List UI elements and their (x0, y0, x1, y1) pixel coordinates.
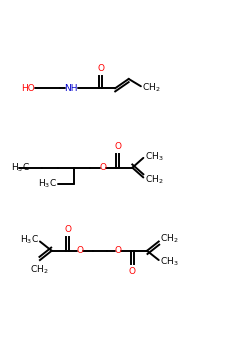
Text: O: O (100, 163, 106, 172)
Text: NH: NH (64, 84, 78, 93)
Text: H$_3$C: H$_3$C (20, 233, 39, 246)
Text: O: O (97, 64, 104, 73)
Text: HO: HO (21, 84, 34, 93)
Text: CH$_3$: CH$_3$ (160, 255, 178, 267)
Text: CH$_2$: CH$_2$ (144, 173, 163, 186)
Text: O: O (114, 246, 121, 255)
Text: O: O (76, 246, 83, 255)
Text: O: O (129, 267, 136, 276)
Text: O: O (114, 142, 121, 151)
Text: CH$_2$: CH$_2$ (30, 264, 49, 276)
Text: CH$_2$: CH$_2$ (160, 232, 178, 245)
Text: O: O (64, 225, 71, 234)
Text: CH$_2$: CH$_2$ (142, 82, 161, 94)
Text: H$_3$C: H$_3$C (11, 161, 30, 174)
Text: CH$_3$: CH$_3$ (144, 150, 163, 163)
Text: H$_3$C: H$_3$C (38, 177, 56, 190)
